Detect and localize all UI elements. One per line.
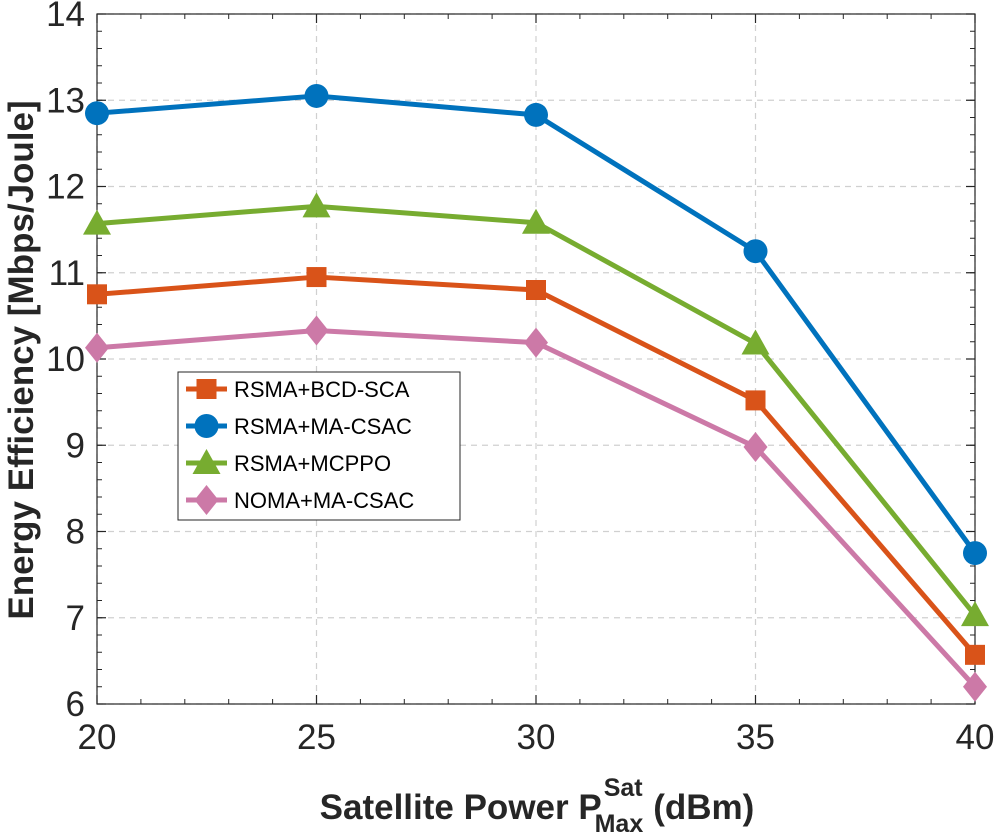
legend-item-rsma-ma-csac: RSMA+MA-CSAC [186, 414, 412, 439]
legend-box [177, 371, 461, 521]
x-axis-title-superscript: Sat [604, 774, 644, 802]
data-point-rsma-mcppo [961, 601, 989, 627]
data-point-noma-ma-csac [963, 671, 987, 702]
data-point-rsma-mcppo [302, 192, 331, 218]
data-point-noma-ma-csac [304, 315, 329, 346]
data-point-rsma-mcppo [741, 329, 770, 355]
data-point-rsma-bcd-sca [87, 284, 107, 305]
legend-label: NOMA+MA-CSAC [234, 488, 414, 513]
x-tick-label: 40 [956, 718, 995, 757]
x-tick-label: 30 [517, 718, 556, 757]
x-axis-title-unit: (dBm) [653, 788, 754, 827]
data-point-rsma-ma-csac [743, 239, 768, 264]
y-tick-label: 7 [66, 599, 85, 638]
data-point-rsma-ma-csac [524, 102, 548, 127]
legend-item-rsma-mcppo: RSMA+MCPPO [186, 449, 391, 476]
legend-item-noma-ma-csac: NOMA+MA-CSAC [186, 485, 414, 515]
data-point-rsma-bcd-sca [306, 267, 327, 288]
data-point-rsma-bcd-sca [745, 390, 766, 411]
data-point-rsma-mcppo [83, 209, 111, 235]
x-axis-title-main: Satellite Power P [320, 788, 602, 827]
series-layer [83, 83, 989, 702]
legend-label: RSMA+MA-CSAC [234, 414, 412, 439]
x-tick-labels: 20 25 30 35 40 [78, 718, 995, 757]
series-noma-ma-csac [85, 315, 987, 702]
series-rsma-bcd-sca [87, 267, 985, 665]
legend-item-rsma-bcd-sca: RSMA+BCD-SCA [186, 377, 410, 402]
x-tick-label: 35 [736, 718, 775, 757]
y-tick-label: 10 [46, 340, 85, 379]
y-tick-label: 14 [46, 0, 85, 34]
data-point-rsma-ma-csac [304, 83, 329, 108]
x-axis-title: Satellite Power PSat Max (dBm) [320, 774, 755, 837]
data-point-noma-ma-csac [743, 431, 768, 462]
legend-label: RSMA+BCD-SCA [234, 377, 410, 402]
data-point-noma-ma-csac [524, 327, 548, 358]
data-point-rsma-bcd-sca [965, 644, 985, 665]
x-tick-label: 20 [78, 718, 117, 757]
series-rsma-ma-csac [85, 83, 987, 566]
legend-label: RSMA+MCPPO [234, 451, 391, 476]
y-tick-label: 13 [46, 81, 85, 120]
data-point-noma-ma-csac [85, 332, 109, 363]
legend-marker [194, 485, 219, 515]
y-tick-label: 12 [46, 168, 85, 207]
legend: RSMA+BCD-SCA RSMA+MA-CSAC RSMA+MCPPO NOMA+M… [177, 371, 461, 521]
data-point-rsma-mcppo [522, 208, 550, 234]
x-axis-title-subscript: Max [595, 810, 644, 837]
legend-marker [194, 414, 219, 438]
y-tick-label: 6 [66, 685, 85, 724]
legend-marker [192, 449, 221, 474]
y-tick-label: 8 [66, 513, 85, 552]
y-axis-title: Energy Efficiency [Mbps/Joule] [2, 100, 41, 619]
data-point-rsma-ma-csac [963, 541, 987, 566]
y-tick-labels: 6 7 8 9 10 11 12 13 14 [46, 0, 85, 724]
y-tick-label: 9 [66, 426, 85, 465]
data-point-rsma-ma-csac [85, 101, 109, 126]
y-tick-label: 11 [49, 254, 85, 293]
series-rsma-mcppo [83, 192, 989, 627]
legend-marker [196, 379, 217, 399]
x-tick-label: 25 [297, 718, 336, 757]
data-point-rsma-bcd-sca [526, 280, 546, 300]
